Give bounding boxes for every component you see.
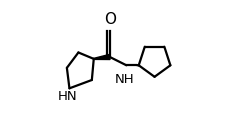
Text: NH: NH bbox=[115, 73, 134, 86]
Text: O: O bbox=[104, 12, 116, 27]
Polygon shape bbox=[94, 54, 110, 60]
Text: HN: HN bbox=[58, 90, 78, 103]
